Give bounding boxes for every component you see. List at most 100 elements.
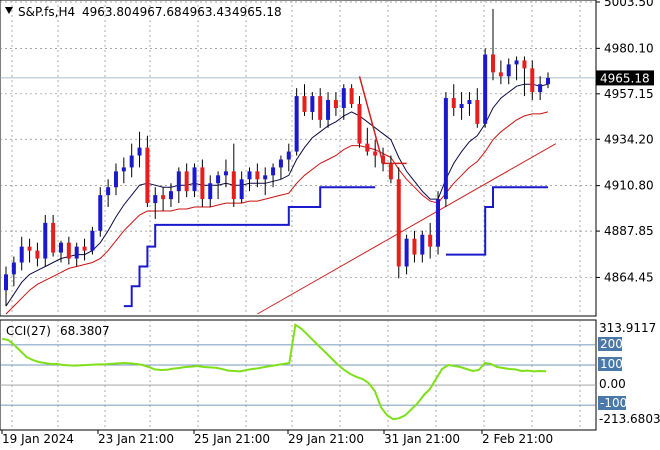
current-price-label: 4965.18 <box>600 71 650 85</box>
price-tick-label: 4864.45 <box>604 270 654 284</box>
bull-candle <box>310 96 315 112</box>
cci-level-200-box <box>598 337 622 351</box>
cci-indicator-panel[interactable] <box>0 319 597 431</box>
cci-level-200: 200 <box>600 337 623 351</box>
bear-candle <box>428 234 433 247</box>
bear-candle <box>365 143 370 152</box>
bull-candle <box>326 100 331 120</box>
cci-level-100: 100 <box>600 357 623 371</box>
bull-candle <box>483 54 488 124</box>
bull-candle <box>153 195 158 204</box>
bear-candle <box>373 151 378 156</box>
bull-candle <box>113 171 118 188</box>
bear-candle <box>255 171 260 180</box>
time-tick-label: 2 Feb 21:00 <box>482 432 553 446</box>
bear-candle <box>498 72 503 77</box>
bull-candle <box>90 230 95 251</box>
bear-candle <box>27 246 32 251</box>
bull-candle <box>247 171 252 180</box>
price-tick-label: 4980.10 <box>604 41 654 55</box>
bull-candle <box>467 100 472 105</box>
bull-candle <box>98 195 103 231</box>
cci-name: CCI(27) <box>6 324 51 338</box>
triangle-down-icon[interactable] <box>5 7 13 14</box>
bull-candle <box>341 88 346 108</box>
price-tick-label: 4887.85 <box>604 224 654 238</box>
candles <box>4 8 550 307</box>
bull-candle <box>404 238 409 267</box>
price-tick-label: 4910.80 <box>604 179 654 193</box>
chart-header: S&P.fs,H4 4963.80 4967.68 4963.43 4965.1… <box>5 5 282 19</box>
bear-candle <box>475 100 480 124</box>
bull-candle <box>223 171 228 176</box>
time-tick-label: 23 Jan 21:00 <box>98 432 174 446</box>
cci-level-minus100-box <box>598 396 626 410</box>
bull-candle <box>546 77 550 85</box>
bull-candle <box>271 167 276 176</box>
bull-candle <box>538 84 543 93</box>
bear-candle <box>333 100 338 108</box>
bull-candle <box>459 104 464 108</box>
bull-candle <box>106 187 111 196</box>
bull-candle <box>43 222 48 259</box>
bull-candle <box>137 147 142 156</box>
cci-level-labels: 200 100 0.00 -100 -213.6803 <box>598 337 660 426</box>
bear-candle <box>51 222 56 253</box>
current-price-badge <box>596 70 654 86</box>
bull-candle <box>121 167 126 172</box>
open-value: 4963.80 <box>82 5 132 19</box>
bear-candle <box>318 96 323 120</box>
close-value: 4965.18 <box>232 5 282 19</box>
bull-candle <box>420 234 425 255</box>
slow-ma-line <box>5 111 549 315</box>
bull-candle <box>74 246 79 259</box>
cci-line <box>1 323 547 421</box>
bull-candle <box>129 155 134 168</box>
current-price-tag: 4965.18 <box>596 70 654 86</box>
bull-candle <box>168 191 173 200</box>
grid-layer <box>0 0 596 430</box>
bull-candle <box>514 60 519 65</box>
bull-candle <box>19 246 24 263</box>
bull-candle <box>4 274 8 291</box>
bull-candle <box>208 183 213 200</box>
cci-header: CCI(27) 68.3807 313.9117 <box>6 321 656 338</box>
time-tick-label: 29 Jan 21:00 <box>288 432 364 446</box>
bear-candle <box>381 155 386 164</box>
bear-candle <box>145 147 150 204</box>
cci-level-100-box <box>598 357 622 371</box>
bull-candle <box>443 98 448 200</box>
price-tick-label: 4957.15 <box>604 87 654 101</box>
bull-candle <box>286 151 291 160</box>
bull-candle <box>58 242 63 253</box>
fast-ma-line <box>5 83 549 307</box>
price-tick-label: 4934.20 <box>604 132 654 146</box>
bear-candle <box>522 60 527 69</box>
bear-candle <box>231 171 236 200</box>
bear-candle <box>35 250 40 259</box>
bear-candle <box>302 96 307 112</box>
cci-value: 68.3807 <box>60 324 110 338</box>
low-value: 4963.43 <box>182 5 232 19</box>
bear-candle <box>161 195 166 200</box>
price-axis: 5003.50 4980.10 4957.15 4934.20 4910.80 4887.… <box>596 0 654 284</box>
bear-candle <box>530 68 535 93</box>
bear-candle <box>357 104 362 144</box>
bull-candle <box>278 159 283 168</box>
bull-candle <box>192 167 197 192</box>
ascending-trendline <box>257 143 557 315</box>
bear-candle <box>200 167 205 200</box>
bull-candle <box>506 64 511 77</box>
high-value: 4967.68 <box>132 5 182 19</box>
time-axis: 19 Jan 2024 23 Jan 21:00 25 Jan 21:00 29 Ja… <box>1 430 553 446</box>
time-tick-label: 25 Jan 21:00 <box>194 432 270 446</box>
bear-candle <box>82 246 87 251</box>
bear-candle <box>396 179 401 267</box>
bull-candle <box>176 171 181 192</box>
price-tick-label: 5003.50 <box>604 0 654 9</box>
moving-averages <box>5 76 557 315</box>
bull-candle <box>11 262 16 275</box>
cci-series <box>0 323 596 421</box>
